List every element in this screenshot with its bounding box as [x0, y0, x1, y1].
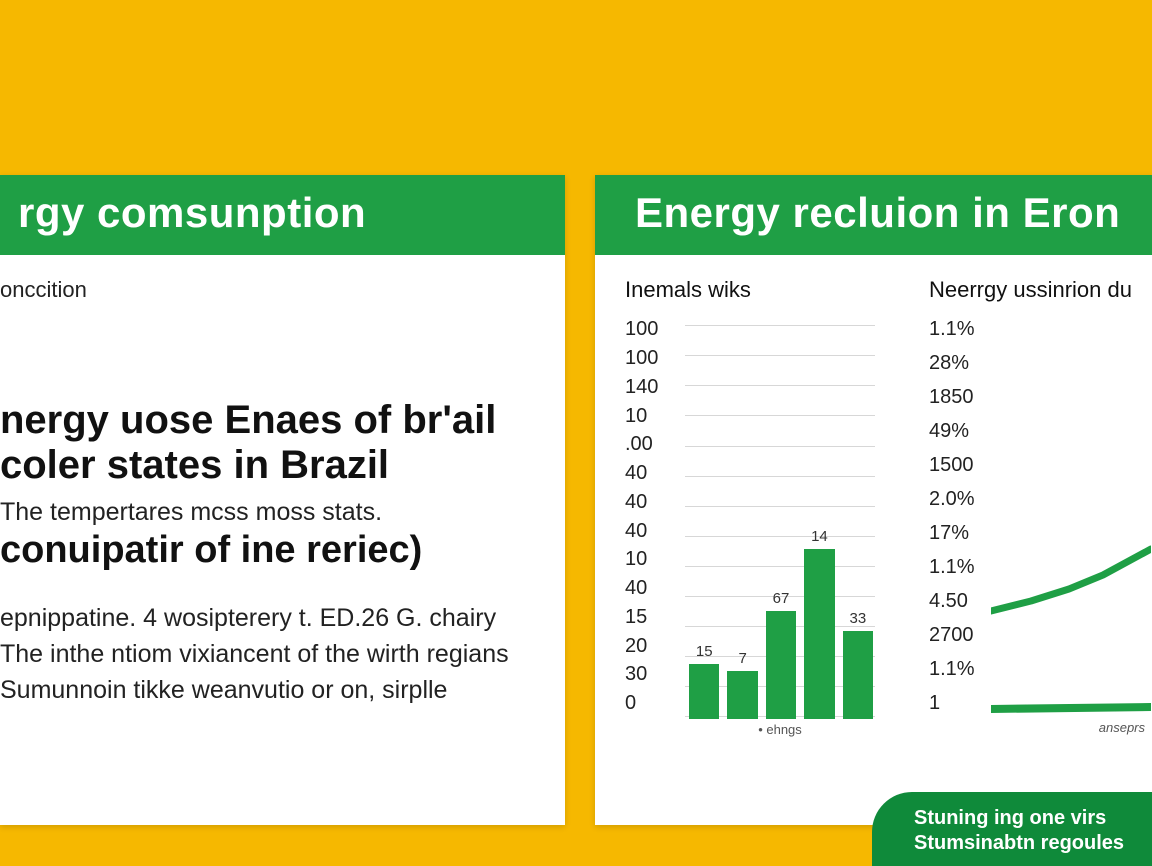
- bar-value-label: 7: [738, 650, 746, 667]
- bar-chart-block: Inemals wiks 10010014010.004040401040152…: [625, 255, 885, 739]
- badge-line1: Stuning ing one virs: [914, 806, 1140, 831]
- line-chart-x-label: anseprs: [1099, 720, 1145, 735]
- bar-rect: [804, 549, 834, 719]
- bar-rect: [689, 664, 719, 719]
- bar-chart-y-tick: 40: [625, 492, 677, 512]
- line-chart-plot: anseprs: [991, 323, 1151, 717]
- bar-chart-y-tick: 0: [625, 693, 677, 713]
- bar: 7: [727, 650, 757, 719]
- para-line1: epnippatine. 4 wosipterery t. ED.26 G. c…: [0, 600, 547, 636]
- line-chart: 1.1% 28% 1850 49% 1500 2.0% 17% 1.1% 4.50 2700 1.1…: [929, 319, 1139, 739]
- headline-line3: conuipatir of ine reriec): [0, 529, 547, 572]
- line-chart-y-tick: 1500: [929, 455, 991, 475]
- line-chart-y-tick: 1850: [929, 387, 991, 407]
- bar-chart-y-labels: 100 100 140 10 .00 40 40 40 10 40 15 20 30 0: [625, 319, 677, 719]
- bar-value-label: 67: [773, 590, 790, 607]
- paragraph: epnippatine. 4 wosipterery t. ED.26 G. c…: [0, 600, 547, 709]
- bar: 15: [689, 643, 719, 719]
- bar-chart-y-tick: 30: [625, 664, 677, 684]
- line-chart-svg: [991, 323, 1151, 717]
- right-panel-title: Energy recluion in Eron: [595, 175, 1152, 255]
- bar-value-label: 14: [811, 528, 828, 545]
- line-chart-title: Neerrgy ussinrion du: [929, 277, 1139, 303]
- headline-line1: nergy uose Enaes of br'ail: [0, 398, 547, 443]
- headline-subline: The tempertares mcss moss stats.: [0, 498, 547, 527]
- bar-chart-plot: 157671433 • ehngs: [685, 325, 875, 719]
- bar: 67: [766, 590, 796, 719]
- bar-rect: [843, 631, 873, 719]
- bar-rect: [766, 611, 796, 719]
- left-section-label: onccition: [0, 255, 547, 303]
- para-line2: The inthe ntiom vixiancent of the wirth …: [0, 636, 547, 672]
- bar-chart-title: Inemals wiks: [625, 277, 885, 303]
- left-panel-title: rgy comsunption: [0, 175, 565, 255]
- bar-chart-y-tick: 100: [625, 348, 677, 368]
- bar: 33: [843, 610, 873, 719]
- line-chart-y-tick: 4.50: [929, 591, 991, 611]
- line-chart-y-tick: 1: [929, 693, 991, 713]
- bar-chart-x-label: • ehngs: [685, 722, 875, 737]
- bar-chart: 100 100 140 10 .00 40 40 40 10 40 15 20 30 0 15 7 67 14 3…: [625, 319, 885, 739]
- line-chart-y-tick: 1.1%: [929, 659, 991, 679]
- line-chart-y-tick: 28%: [929, 353, 991, 373]
- line-chart-y-labels: 1.1% 28% 1850 49% 1500 2.0% 17% 1.1% 4.50 2700 1.1…: [929, 319, 991, 719]
- stage: rgy comsunption onccition nergy uose Ena…: [0, 0, 1152, 866]
- bar-chart-y-tick: 10: [625, 406, 677, 426]
- line-chart-block: Neerrgy ussinrion du 1.1% 28% 1850 49% 1500 2…: [929, 255, 1139, 739]
- line-series: [991, 549, 1151, 611]
- bar: 14: [804, 528, 834, 719]
- bar-chart-y-tick: 140: [625, 377, 677, 397]
- line-chart-y-tick: 1.1%: [929, 557, 991, 577]
- line-chart-y-tick: 2.0%: [929, 489, 991, 509]
- left-card: rgy comsunption onccition nergy uose Ena…: [0, 175, 565, 825]
- left-body: onccition nergy uose Enaes of br'ail col…: [0, 255, 565, 708]
- bar-chart-y-tick: 40: [625, 578, 677, 598]
- bar-chart-bars: 15 7 67 14 33: [689, 327, 873, 719]
- bar-chart-y-tick: .00: [625, 434, 677, 454]
- bar-chart-y-tick: 10: [625, 549, 677, 569]
- charts-row: Inemals wiks 10010014010.004040401040152…: [595, 255, 1152, 739]
- bar-chart-y-tick: 40: [625, 463, 677, 483]
- line-series: [991, 707, 1151, 709]
- line-chart-y-tick: 49%: [929, 421, 991, 441]
- line-chart-y-tick: 2700: [929, 625, 991, 645]
- bar-value-label: 33: [849, 610, 866, 627]
- bar-chart-y-tick: 100: [625, 319, 677, 339]
- para-line3: Sumunnoin tikke weanvutio or on, sirplle: [0, 672, 547, 708]
- bar-value-label: 15: [696, 643, 713, 660]
- line-chart-y-tick: 1.1%: [929, 319, 991, 339]
- badge-line2: Stumsinabtn regoules: [914, 831, 1140, 856]
- bar-chart-y-tick: 15: [625, 607, 677, 627]
- bar-rect: [727, 671, 757, 719]
- footer-badge: Stuning ing one virs Stumsinabtn regoule…: [872, 792, 1152, 866]
- bar-chart-y-tick: 40: [625, 521, 677, 541]
- line-chart-y-tick: 17%: [929, 523, 991, 543]
- headline-line2: coler states in Brazil: [0, 443, 547, 488]
- right-card: Energy recluion in Eron Inemals wiks 100…: [595, 175, 1152, 825]
- bar-chart-y-tick: 20: [625, 636, 677, 656]
